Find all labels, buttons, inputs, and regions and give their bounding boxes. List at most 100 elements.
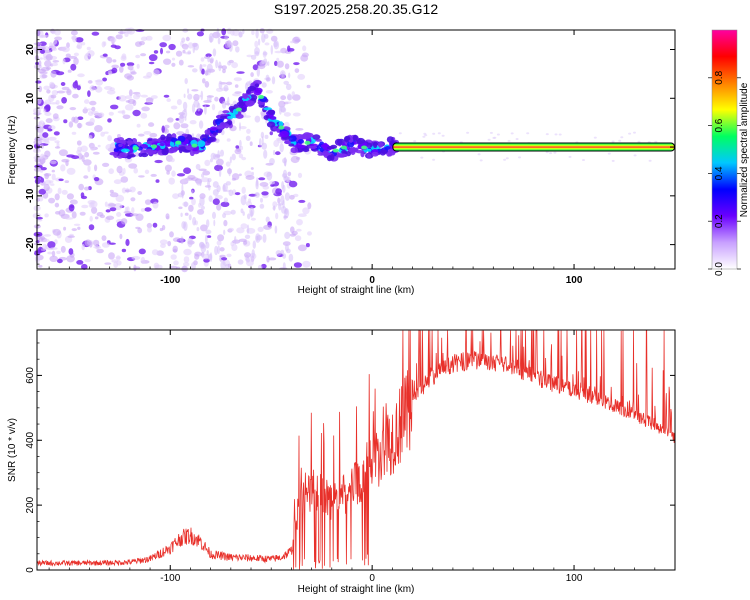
spectrogram-blob: [120, 218, 128, 225]
spectrogram-blob: [607, 152, 611, 155]
spectrogram-blob: [273, 205, 276, 212]
spectrogram-ridge-blob: [284, 139, 291, 145]
spectrogram-blob: [413, 140, 417, 143]
spectrogram-blob: [287, 45, 291, 52]
spectrogram-blob: [104, 262, 112, 265]
spectrogram-blob: [545, 151, 549, 154]
spectrogram-blob: [254, 51, 260, 57]
spectrogram-blob: [225, 161, 231, 167]
spectrogram-blob: [192, 68, 198, 73]
spectrogram-blob: [185, 36, 190, 42]
spectrogram-blob: [51, 173, 56, 181]
spectrogram-ridge-blob: [366, 148, 372, 152]
spectrogram-blob: [138, 133, 145, 137]
spectrogram-blob: [80, 42, 86, 46]
spectrogram-blob: [285, 83, 292, 91]
snr-ytick-label: 200: [25, 496, 36, 513]
spectrogram-blob: [244, 115, 251, 118]
spectrogram-blob: [243, 194, 247, 200]
spectrogram-blob: [50, 94, 57, 99]
spectrogram-blob: [437, 132, 441, 135]
spectrogram-blob: [144, 199, 152, 205]
spectrogram-blob: [248, 204, 256, 209]
spectrogram-blob: [181, 37, 186, 43]
spectrogram-blob: [71, 211, 77, 219]
spectrogram-blob: [111, 64, 119, 69]
spectrogram-blob: [216, 203, 222, 211]
spectrogram-ridge-blob: [279, 130, 289, 138]
spectrogram-ridge-blob: [197, 140, 206, 148]
spectrogram-blob: [146, 222, 153, 229]
spectrogram-blob: [47, 241, 56, 249]
spectrogram-blob: [170, 254, 177, 260]
spectrogram-blob: [130, 71, 137, 75]
spectrogram-blob: [60, 164, 66, 172]
spectrogram-blob: [554, 133, 558, 136]
spectrogram-ridge-blob: [266, 121, 276, 128]
spectrogram-blob: [263, 149, 268, 159]
spectrogram-blob: [140, 208, 145, 212]
spectrogram-blob: [148, 122, 155, 127]
spectrogram-blob: [234, 91, 242, 94]
spectrogram-blob: [120, 62, 126, 67]
spectrogram-blob: [38, 188, 46, 195]
spectrogram-blob: [294, 68, 300, 73]
spectrogram-blob: [56, 142, 60, 148]
spectrogram-blob: [274, 60, 278, 66]
spectrogram-blob: [466, 131, 470, 134]
spectrogram-blob: [170, 105, 178, 110]
spectrogram-blob: [207, 180, 210, 188]
spectrogram-blob: [201, 68, 205, 75]
spectrogram-blob: [118, 31, 126, 34]
spectrogram-blob: [237, 259, 244, 265]
spectrogram-blob: [94, 114, 104, 119]
spectrogram-blob: [121, 248, 127, 253]
spectrogram-blob: [161, 224, 166, 231]
spectrogram-blob: [234, 235, 237, 245]
spectrogram-blob: [181, 192, 184, 199]
spectrogram-blob: [77, 226, 81, 230]
snr-xlabel: Height of straight line (km): [298, 584, 415, 595]
snr-ticks: -100 0 100 0 200 400 600: [25, 330, 676, 584]
spectrogram-blob: [193, 100, 200, 108]
spectrogram-ridge-blob: [235, 113, 244, 119]
spectrogram-blob: [249, 206, 255, 217]
spectrogram-blob: [221, 257, 228, 261]
spectrogram-blob: [249, 141, 253, 146]
spectrogram-blob: [172, 237, 182, 242]
spectrogram-blob: [209, 158, 213, 163]
spectrogram-blob: [181, 178, 189, 182]
spectrogram-blob: [200, 205, 205, 210]
spectrogram-blob: [171, 170, 176, 177]
spectrogram-blob: [226, 27, 232, 35]
spectrogram-ytick-label: -20: [25, 237, 36, 252]
spectrogram-ridge-blob: [118, 143, 123, 147]
spectrogram-blob: [115, 256, 121, 260]
spectrogram-blob: [216, 87, 223, 92]
spectrogram-blob: [306, 84, 311, 89]
spectrogram-blob: [181, 180, 185, 185]
spectrogram-blob: [108, 203, 117, 207]
spectrogram-blob: [68, 248, 74, 255]
spectrogram-blob: [193, 94, 202, 98]
spectrogram-blob: [274, 50, 283, 54]
spectrogram-blob: [266, 255, 270, 263]
spectrogram-blob: [80, 192, 85, 198]
spectrogram-blob: [235, 46, 240, 53]
spectrogram-blob: [127, 98, 136, 105]
spectrogram-blob: [289, 194, 295, 200]
spectrogram-blob: [505, 157, 509, 160]
spectrogram-blob: [81, 204, 89, 209]
spectrogram-blob: [43, 138, 50, 143]
spectrogram-blob: [124, 27, 133, 34]
spectrogram-blob: [39, 71, 48, 75]
spectrogram-blob: [122, 114, 131, 120]
spectrogram-blob: [232, 40, 239, 47]
spectrogram-blob: [207, 253, 213, 261]
spectrogram-blob: [44, 112, 52, 116]
spectrogram-ridge-blob: [355, 150, 365, 154]
spectrogram-blob: [284, 208, 288, 215]
spectrogram-blob: [218, 61, 222, 72]
spectrogram-blob: [300, 54, 309, 62]
spectrogram-blob: [119, 233, 123, 240]
